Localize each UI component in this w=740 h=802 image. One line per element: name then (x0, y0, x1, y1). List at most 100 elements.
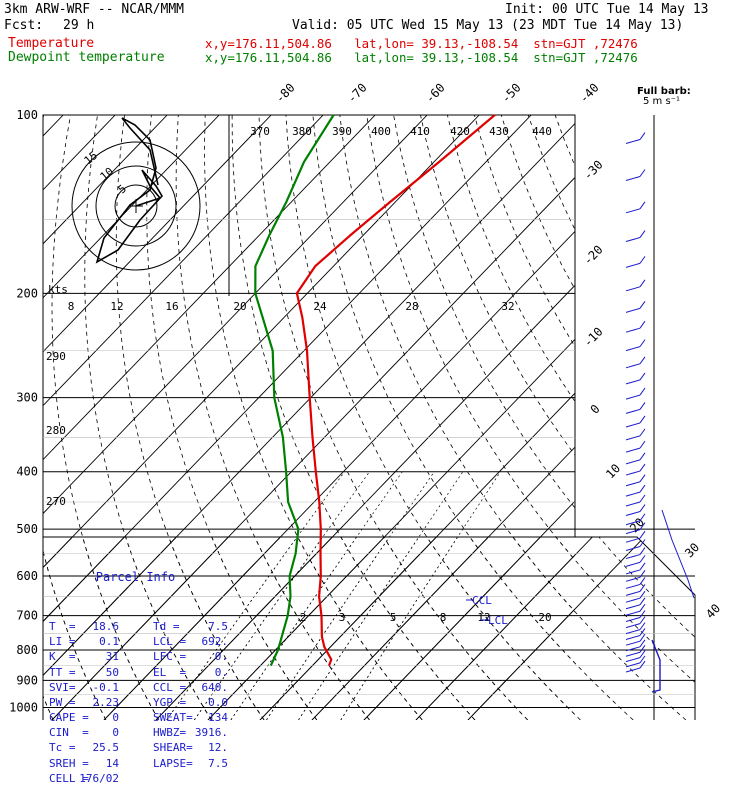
dewpoint-location: x,y=176.11,504.86 lat,lon= 39.13,-108.54… (205, 50, 638, 65)
isotherm-label: 10 (603, 461, 623, 481)
parcel-cell: SHEAR= (153, 741, 193, 755)
forecast-hour: 29 h (63, 18, 95, 33)
parcel-row: PW = 2.23 YGP = 0.0 (43, 695, 228, 710)
mixing-ratio-label: 28 (405, 300, 418, 313)
parcel-cell: 31 (105, 650, 119, 664)
pressure-label: 200 (16, 286, 38, 300)
isotherm-label: 40 (703, 601, 723, 621)
isobar-lines (43, 114, 695, 708)
lcl-annotation: LCL (488, 614, 508, 627)
dry-adiabat-labels: 290 280 270 (46, 350, 66, 508)
parcel-row: K = 31 LFC = 0. (43, 649, 228, 664)
parcel-cell: CIN = (49, 726, 89, 740)
parcel-cell: SWEAT= (153, 711, 193, 725)
parcel-cell: 7.5 (208, 756, 228, 770)
parcel-cell: LFC = (153, 650, 187, 664)
parcel-cell: Td = (153, 619, 180, 633)
parcel-cell: 12. (208, 741, 228, 755)
parcel-cell: SREH = (49, 756, 89, 770)
hodograph-ring-label: 15 (82, 149, 101, 167)
mixing-ratio-label: 12 (110, 300, 123, 313)
parcel-row: SREH = 14 LAPSE= 7.5 (43, 756, 228, 771)
barb-legend-title: Full barb: (637, 86, 691, 97)
background-grid (42, 114, 696, 720)
parcel-cell: PW = (49, 695, 76, 709)
parcel-row: CELL = 176/02 (43, 771, 228, 786)
forecast-label: Fcst: (4, 18, 44, 33)
hodograph-units: kts (48, 283, 68, 296)
pressure-label: 100 (16, 108, 38, 122)
pressure-label: 400 (16, 465, 38, 479)
parcel-info-title: Parcel Info (95, 569, 176, 584)
parcel-row: SVI= -0.1 CCL = 640. (43, 680, 228, 695)
isotherm-label: -30 (581, 158, 606, 183)
dry-adiabat-label: 280 (46, 424, 66, 437)
parcel-cell: HWBZ= (153, 726, 187, 740)
parcel-cell: 14 (105, 756, 119, 770)
theta-label: 400 (371, 125, 391, 138)
parcel-row: CIN = 0 HWBZ= 3916. (43, 725, 228, 740)
hodograph-ring-label: 10 (98, 165, 117, 183)
theta-labels: 370 380 390 400 410 420 430 440 (250, 125, 552, 138)
legend-temperature: Temperature (8, 36, 95, 51)
model-title: 3km ARW-WRF -- NCAR/MMM (4, 2, 185, 17)
parcel-cell: EL = (153, 665, 187, 679)
barb-legend-value: 5 m s⁻¹ (643, 96, 680, 107)
pressure-label: 600 (16, 569, 38, 583)
pressure-label: 1000 (9, 700, 38, 714)
parcel-row: T = 18.6 Td = 7.5 (43, 619, 228, 634)
parcel-cell: 692. (201, 635, 229, 649)
chart-annotations: CCL LCL (466, 594, 508, 627)
parcel-row: Tc = 25.5 SHEAR= 12. (43, 740, 228, 755)
series-line-1 (254, 114, 335, 667)
parcel-cell: T = (49, 619, 76, 633)
theta-label: 420 (450, 125, 470, 138)
mixing-ratio-label: 16 (165, 300, 178, 313)
parcel-row: TT = 50 EL = 0. (43, 665, 228, 680)
pressure-label: 500 (16, 522, 38, 536)
pressure-label: 300 (16, 391, 38, 405)
theta-label: 410 (410, 125, 430, 138)
parcel-row: CAPE = 0 SWEAT= 134 (43, 710, 228, 725)
init-time: Init: 00 UTC Tue 14 May 13 (505, 2, 709, 17)
parcel-cell: TT = (49, 665, 76, 679)
parcel-cell: 0 (112, 726, 119, 740)
parcel-cell: 0. (214, 665, 228, 679)
mixing-ratio-label: 5 (390, 611, 397, 624)
parcel-cell: 18.6 (92, 619, 120, 633)
parcel-cell: 0. (214, 650, 228, 664)
series-line-0 (295, 114, 496, 666)
parcel-cell: 2.23 (92, 695, 120, 709)
parcel-cell: 50 (105, 665, 119, 679)
theta-label: 370 (250, 125, 270, 138)
theta-label: 390 (332, 125, 352, 138)
parcel-cell: SVI= (49, 680, 76, 694)
dry-adiabat-label: 270 (46, 495, 66, 508)
isotherm-label: -50 (499, 81, 524, 106)
isotherm-label: -40 (577, 81, 602, 106)
mixing-ratio-label: 2 (300, 611, 307, 624)
isotherm-label: -60 (423, 81, 448, 106)
isotherm-label: 0 (588, 402, 603, 417)
dry-adiabat-label: 290 (46, 350, 66, 363)
wind-barbs (625, 132, 695, 693)
mixing-ratio-label: 20 (233, 300, 246, 313)
mixing-ratio-label: 8 (68, 300, 75, 313)
parcel-cell: Tc = (49, 741, 76, 755)
mixing-ratio-labels: 8 12 16 20 24 28 32 2 3 5 8 12 20 (68, 300, 552, 624)
isotherm-label: -70 (345, 81, 370, 106)
parcel-cell: 640. (201, 680, 229, 694)
parcel-cell: LAPSE= (153, 756, 193, 770)
parcel-cell: 134 (208, 711, 228, 725)
parcel-cell: 25.5 (92, 741, 120, 755)
parcel-cell: LI = (49, 635, 76, 649)
parcel-cell: 3916. (194, 726, 228, 740)
parcel-info-panel: Parcel Info T = 18.6 Td = 7.5 LI = 0.1 LCL = 69… (43, 538, 229, 785)
parcel-cell: LCL = (153, 635, 187, 649)
theta-label: 380 (292, 125, 312, 138)
mixing-ratio-label: 8 (440, 611, 447, 624)
isotherm-label: 30 (682, 540, 702, 560)
parcel-cell: K = (49, 650, 76, 664)
isotherm-label: -80 (273, 81, 298, 106)
pressure-label: 700 (16, 609, 38, 623)
